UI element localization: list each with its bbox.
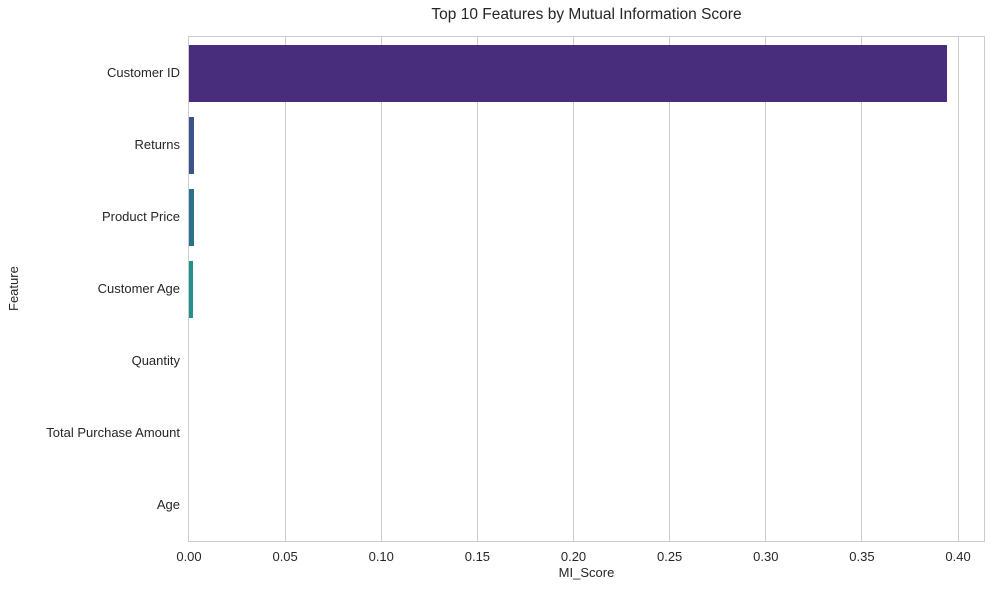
- y-tick-product-price: Product Price: [101, 209, 180, 224]
- y-tick-age: Age: [156, 497, 180, 512]
- gridline-x-0.30: [765, 37, 767, 541]
- y-tick-customer-id: Customer ID: [107, 65, 180, 80]
- x-tick-0.25: 0.25: [656, 549, 683, 564]
- bar-customer-id: [189, 44, 947, 102]
- gridline-x-0.40: [957, 37, 959, 541]
- gridline-x-0.05: [284, 37, 286, 541]
- x-tick-0.10: 0.10: [368, 549, 394, 564]
- x-tick-0.35: 0.35: [849, 549, 875, 564]
- bar-product-price: [189, 188, 194, 246]
- y-tick-total-purchase-amount: Total Purchase Amount: [46, 425, 180, 440]
- y-tick-returns: Returns: [134, 137, 180, 152]
- gridline-x-0.20: [573, 37, 575, 541]
- x-tick-0.40: 0.40: [945, 549, 971, 564]
- x-tick-0.20: 0.20: [560, 549, 587, 564]
- gridline-x-0.35: [861, 37, 863, 541]
- y-tick-customer-age: Customer Age: [97, 281, 180, 296]
- bar-customer-age: [189, 260, 194, 318]
- x-tick-0.15: 0.15: [464, 549, 491, 564]
- x-tick-0.00: 0.00: [176, 549, 202, 564]
- x-tick-0.05: 0.05: [272, 549, 298, 564]
- gridline-x-0.10: [380, 37, 382, 541]
- gridline-x-0.25: [669, 37, 671, 541]
- chart-title: Top 10 Features by Mutual Information Sc…: [431, 6, 742, 23]
- plot-area: [188, 36, 985, 542]
- y-tick-quantity: Quantity: [131, 353, 180, 368]
- gridline-x-0.15: [476, 37, 478, 541]
- x-tick-0.30: 0.30: [753, 549, 779, 564]
- bar-returns: [189, 116, 195, 174]
- x-axis-label: MI_Score: [558, 565, 615, 580]
